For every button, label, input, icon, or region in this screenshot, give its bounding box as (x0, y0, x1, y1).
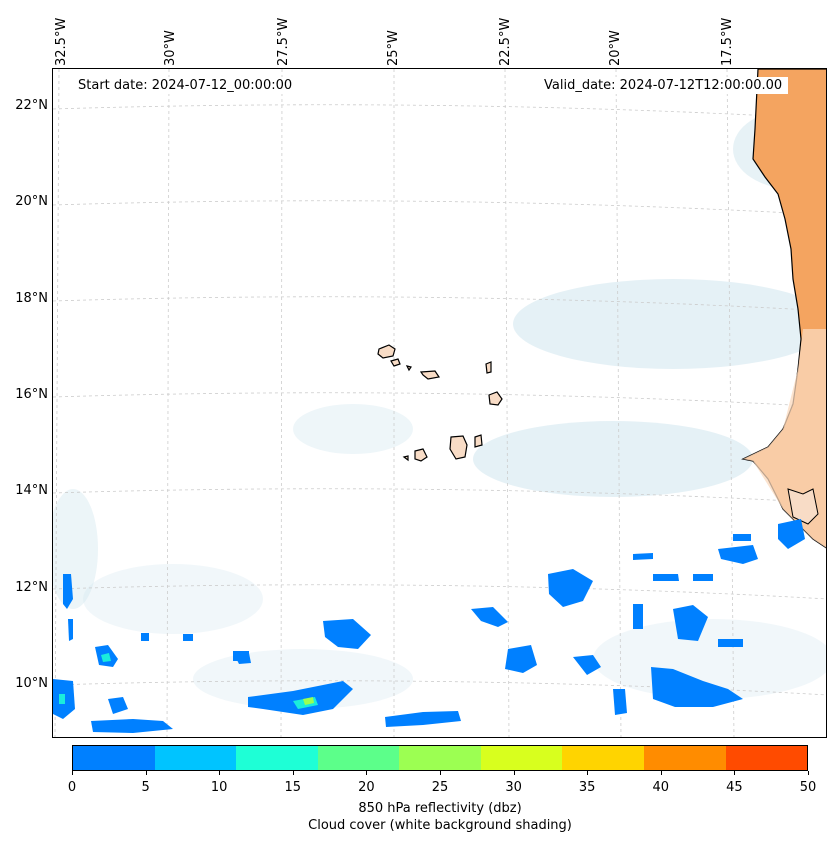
lat-label-10n: 10°N (15, 676, 48, 691)
colorbar-tick (808, 771, 809, 775)
lon-label-27-5w: 27.5°W (276, 17, 291, 66)
colorbar-segment (480, 746, 563, 770)
lon-label-30w: 30°W (163, 30, 178, 66)
start-date-label: Start date: 2024-07-12_00:00:00 (72, 77, 299, 94)
colorbar-tick (513, 771, 515, 775)
colorbar-tick (734, 771, 736, 775)
colorbar-tick (292, 771, 294, 775)
lat-label-20n: 20°N (15, 194, 48, 209)
colorbar-tick-label: 0 (67, 780, 77, 795)
colorbar-tick (72, 771, 73, 775)
colorbar-tick-label: 20 (358, 780, 375, 795)
cape-verde-islands (377, 344, 503, 462)
lon-label-17-5w: 17.5°W (720, 17, 735, 66)
colorbar-tick (660, 771, 662, 775)
colorbar (72, 745, 808, 771)
valid-date-label: Valid_date: 2024-07-12T12:00:00.00 (538, 77, 789, 94)
colorbar-segment (643, 746, 726, 770)
colorbar-tick-label: 50 (799, 780, 817, 795)
colorbar-tick-label: 15 (284, 780, 302, 795)
colorbar-segment (399, 746, 481, 770)
colorbar-tick (366, 771, 368, 775)
map-panel (52, 68, 827, 738)
lat-label-14n: 14°N (15, 483, 48, 498)
reflectivity-areas (53, 519, 805, 733)
lon-label-32-5w: 32.5°W (54, 17, 69, 66)
lon-label-20w: 20°W (608, 30, 623, 66)
colorbar-segment (154, 746, 237, 770)
map-canvas (53, 69, 826, 737)
graticule (53, 69, 826, 737)
colorbar-segment (73, 746, 155, 770)
colorbar-tick-label: 35 (578, 780, 596, 795)
reflectivity-high (303, 697, 314, 705)
colorbar-tick-label: 40 (652, 780, 670, 795)
lat-label-16n: 16°N (15, 387, 48, 402)
colorbar-tick-label: 5 (141, 780, 150, 795)
lat-label-18n: 18°N (15, 291, 48, 306)
lat-label-22n: 22°N (15, 98, 48, 113)
colorbar-tick (440, 771, 441, 775)
colorbar-tick-label: 30 (505, 780, 522, 795)
gambia-coast (787, 488, 819, 525)
colorbar-segment (317, 746, 400, 770)
colorbar-title-reflectivity: 850 hPa reflectivity (dbz) (358, 801, 522, 816)
colorbar-tick (587, 771, 589, 775)
colorbar-segment (725, 746, 808, 770)
colorbar-tick-label: 25 (431, 780, 449, 795)
colorbar-title-cloud: Cloud cover (white background shading) (308, 818, 572, 833)
colorbar-tick-label: 45 (726, 780, 743, 795)
colorbar-tick-label: 10 (210, 780, 228, 795)
colorbar-segment (562, 746, 644, 770)
cloud-cover-shading (53, 109, 826, 709)
colorbar-segment (236, 746, 318, 770)
lon-label-22-5w: 22.5°W (498, 17, 513, 66)
colorbar-tick (219, 771, 221, 775)
colorbar-tick (145, 771, 147, 775)
lon-label-25w: 25°W (386, 30, 401, 66)
lat-label-12n: 12°N (15, 580, 48, 595)
